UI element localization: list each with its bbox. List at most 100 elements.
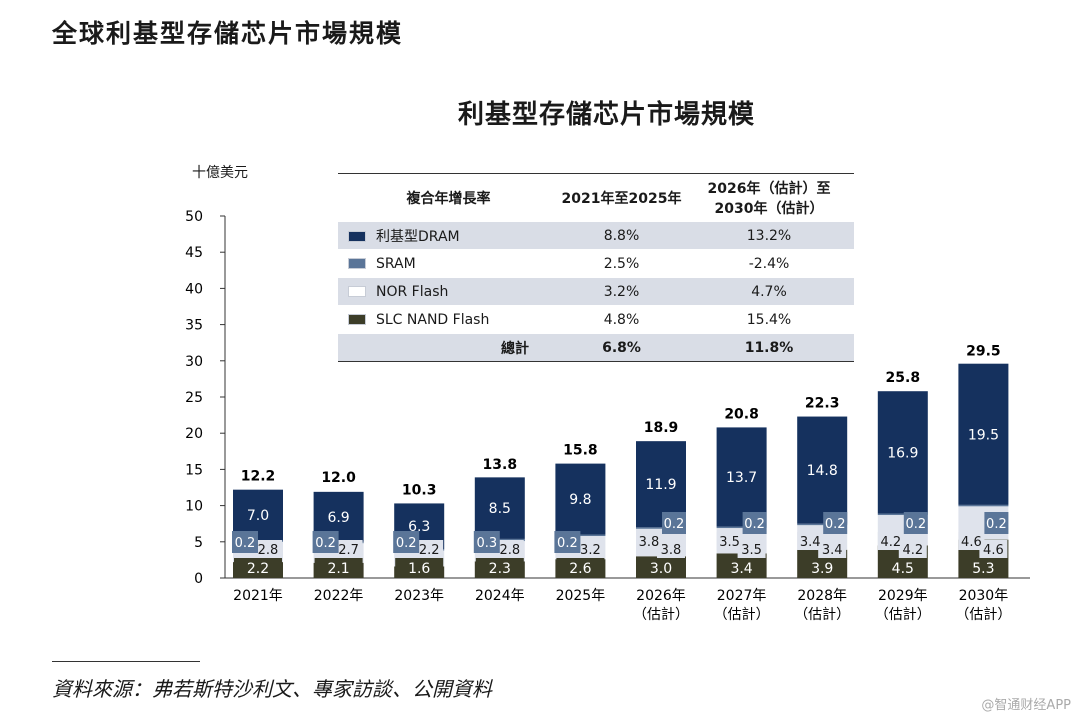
nor-label-box [495, 540, 524, 558]
sram-label-box [662, 512, 686, 534]
nor-label-box [657, 540, 685, 558]
nor-value-label: 3.4 [800, 535, 821, 550]
chart-title: 利基型存儲芯片市場規模 [457, 100, 755, 130]
total-value-label: 29.5 [966, 343, 1001, 359]
nor-label-box [958, 532, 985, 550]
dram-value-label: 13.7 [726, 470, 757, 486]
nand-label-box [556, 558, 605, 578]
total-value-label: 10.3 [402, 482, 437, 498]
sram-value-label: 0.2 [235, 536, 256, 551]
nor-value-label: 3.8 [639, 535, 660, 550]
nor-value-label: 2.8 [499, 543, 520, 558]
y-axis-unit-label: 十億美元 [192, 165, 248, 181]
x-tick-label: 2028年 [797, 588, 847, 604]
nand-label-box [637, 558, 685, 578]
nand-label-box [798, 558, 847, 578]
nor-legend-swatch [348, 286, 366, 297]
nand-label-box [314, 558, 363, 578]
total-value-label: 22.3 [805, 396, 840, 412]
sram-value-label: 0.2 [905, 517, 926, 532]
x-tick-label: 2021年 [233, 588, 283, 604]
source-divider [52, 661, 200, 662]
nand-value-label: 3.9 [811, 561, 833, 577]
cagr-row-sram: SRAM 2.5% -2.4% [338, 249, 854, 278]
stacked-bar-chart: 051015202530354045507.02.22.80.212.22021… [185, 209, 1030, 623]
nor-value-label: 4.6 [983, 543, 1004, 558]
dram-value-label: 8.5 [489, 501, 511, 517]
watermark: @智通财经APP [981, 698, 1071, 713]
cagr-table: 複合年增長率 2021年至2025年 2026年（估計）至 2030年（估計） … [338, 173, 854, 362]
total-value-label: 12.2 [241, 469, 276, 485]
total-value-label: 18.9 [644, 420, 679, 436]
dram-value-label: 16.9 [887, 445, 918, 461]
nand-value-label: 2.3 [489, 561, 511, 577]
y-tick-label: 15 [185, 462, 203, 478]
nor-label-box [877, 532, 904, 550]
dram-bar [555, 463, 606, 535]
x-tick-label: 2024年 [475, 588, 525, 604]
sram-value-label: 0.2 [664, 517, 685, 532]
y-tick-label: 0 [194, 571, 203, 587]
nand-label-box [717, 558, 766, 578]
cagr-total-value: 6.8% [559, 333, 684, 362]
nor-label-box [254, 540, 282, 558]
nor-value-label: 4.2 [880, 535, 901, 550]
cagr-row-dram: 利基型DRAM 8.8% 13.2% [338, 221, 854, 250]
cagr-header-2026-2030-line2: 2030年（估計） [714, 200, 824, 217]
total-value-label: 20.8 [724, 406, 759, 422]
x-tick-label: （估計） [633, 607, 689, 623]
x-tick-label: （估計） [794, 607, 850, 623]
nand-label-box [475, 558, 524, 578]
cagr-row-nand: SLC NAND Flash 4.8% 15.4% [338, 305, 854, 334]
cagr-value: 4.8% [559, 305, 684, 334]
sram-bar [636, 527, 686, 529]
sram-value-label: 0.2 [986, 517, 1007, 532]
page-heading: 全球利基型存儲芯片市場規模 [52, 19, 404, 48]
nor-value-label: 2.7 [338, 543, 359, 558]
y-tick-label: 50 [185, 209, 203, 225]
x-tick-label: 2025年 [556, 588, 606, 604]
cagr-total-label: 總計 [501, 340, 529, 357]
x-tick-label: （估計） [955, 607, 1011, 623]
y-tick-label: 10 [185, 499, 203, 515]
sram-label-box [393, 531, 420, 553]
dram-value-label: 11.9 [645, 477, 676, 493]
sram-value-label: 0.2 [825, 517, 846, 532]
nand-value-label: 3.0 [650, 561, 672, 577]
cagr-value: 8.8% [559, 221, 684, 250]
x-tick-label: 2030年 [959, 588, 1009, 604]
sram-label-box [473, 531, 500, 553]
nor-label-box [415, 540, 444, 558]
total-value-label: 12.0 [321, 470, 356, 486]
sram-label-box [232, 531, 258, 553]
dram-bar [716, 427, 767, 527]
nand-value-label: 5.3 [972, 561, 994, 577]
nand-label-box [959, 558, 1008, 578]
cagr-row-nor: NOR Flash 3.2% 4.7% [338, 277, 854, 306]
nor-value-label: 3.5 [741, 543, 762, 558]
nor-value-label: 2.2 [419, 543, 440, 558]
sram-bar [716, 526, 767, 529]
dram-value-label: 9.8 [569, 492, 591, 508]
nor-value-label: 2.8 [258, 543, 279, 558]
nor-value-label: 3.5 [719, 535, 740, 550]
total-value-label: 13.8 [483, 457, 518, 473]
cagr-header-label: 複合年增長率 [338, 173, 559, 222]
nor-value-label: 3.8 [661, 543, 682, 558]
sram-label-box [742, 512, 767, 534]
x-tick-label: 2022年 [314, 588, 364, 604]
dram-bar [877, 391, 928, 514]
x-tick-label: 2027年 [717, 588, 767, 604]
cagr-table-header: 複合年增長率 2021年至2025年 2026年（估計）至 2030年（估計） [338, 173, 854, 222]
source-note: 資料來源：弗若斯特沙利文、專家訪談、公開資料 [52, 677, 492, 701]
nor-label-box [979, 540, 1008, 558]
nor-label-box [636, 532, 662, 550]
nand-value-label: 2.6 [569, 561, 591, 577]
x-tick-label: （估計） [714, 607, 770, 623]
nand-value-label: 3.4 [730, 561, 752, 577]
y-tick-label: 30 [185, 354, 203, 370]
sram-bar [797, 523, 848, 526]
cagr-value: 4.7% [684, 277, 854, 306]
nor-value-label: 4.2 [902, 543, 923, 558]
nand-legend-swatch [348, 314, 366, 325]
